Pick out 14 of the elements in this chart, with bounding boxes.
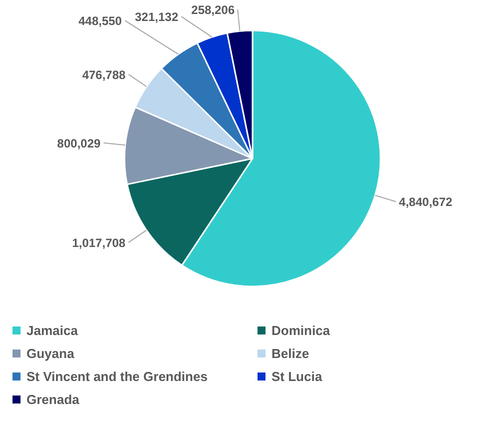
legend-label: Jamaica [26, 323, 79, 338]
legend-label: St Lucia [272, 369, 323, 384]
data-label: 1,017,708 [72, 236, 126, 250]
data-label: 258,206 [191, 2, 235, 17]
data-label: 321,132 [134, 10, 179, 24]
data-label: 800,029 [57, 136, 101, 150]
data-label: 4,840,672 [398, 195, 453, 210]
legend-label: St Vincent and the Grendines [26, 369, 208, 384]
legend-label: Belize [272, 346, 310, 361]
legend-label: Dominica [272, 323, 331, 338]
data-label: 476,788 [82, 68, 126, 82]
legend-label: Grenada [26, 392, 80, 407]
data-label: 448,550 [78, 14, 122, 28]
legend-label: Guyana [26, 346, 75, 361]
